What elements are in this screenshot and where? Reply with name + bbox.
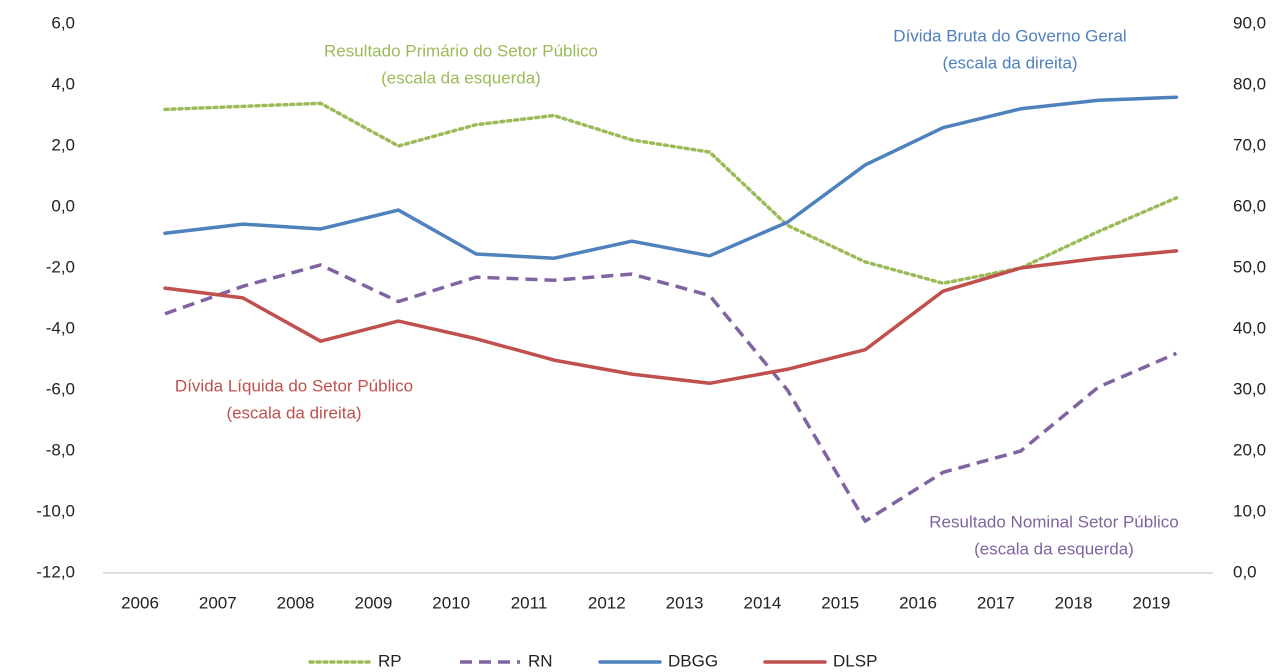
y2-tick-label: 70,0 xyxy=(1233,135,1266,154)
y2-tick-label: 40,0 xyxy=(1233,318,1266,337)
legend-label: DBGG xyxy=(668,651,718,670)
x-tick-label: 2019 xyxy=(1132,593,1170,612)
y2-tick-label: 30,0 xyxy=(1233,379,1266,398)
x-tick-label: 2011 xyxy=(511,593,548,612)
series-line xyxy=(163,249,1179,386)
y2-tick-label: 80,0 xyxy=(1233,74,1266,93)
y-tick-label: -12,0 xyxy=(36,562,75,581)
y-tick-label: 4,0 xyxy=(51,74,75,93)
series-line xyxy=(163,95,1179,260)
annotation: (escala da direita) xyxy=(942,53,1077,72)
x-tick-label: 2016 xyxy=(899,593,937,612)
annotation: Resultado Nominal Setor Público xyxy=(929,512,1178,531)
annotation: (escala da esquerda) xyxy=(381,68,541,87)
y2-tick-label: 50,0 xyxy=(1233,257,1266,276)
x-tick-label: 2008 xyxy=(277,593,315,612)
series-line xyxy=(164,263,1178,523)
annotation: (escala da esquerda) xyxy=(974,539,1134,558)
x-tick-label: 2009 xyxy=(354,593,392,612)
y-tick-label: 6,0 xyxy=(51,13,75,32)
y2-tick-label: 20,0 xyxy=(1233,440,1266,459)
legend-label: RP xyxy=(378,651,402,670)
x-tick-label: 2012 xyxy=(588,593,626,612)
annotation: Dívida Líquida do Setor Público xyxy=(175,376,413,395)
y-tick-label: -10,0 xyxy=(36,501,75,520)
x-tick-label: 2015 xyxy=(821,593,859,612)
x-tick-label: 2018 xyxy=(1055,593,1093,612)
x-tick-label: 2014 xyxy=(743,593,781,612)
annotation: Dívida Bruta do Governo Geral xyxy=(893,26,1126,45)
y-tick-label: 0,0 xyxy=(51,196,75,215)
y2-tick-label: 90,0 xyxy=(1233,13,1266,32)
y2-tick-label: 60,0 xyxy=(1233,196,1266,215)
y-tick-label: 2,0 xyxy=(51,135,75,154)
y-tick-label: -4,0 xyxy=(46,318,75,337)
series-line xyxy=(163,101,1179,285)
x-tick-label: 2013 xyxy=(666,593,704,612)
y2-tick-label: 10,0 xyxy=(1233,501,1266,520)
legend-label: DLSP xyxy=(833,651,877,670)
x-tick-label: 2007 xyxy=(199,593,237,612)
y-tick-label: -2,0 xyxy=(46,257,75,276)
legend-label: RN xyxy=(528,651,553,670)
y-tick-label: -8,0 xyxy=(46,440,75,459)
y-tick-label: -6,0 xyxy=(46,379,75,398)
x-tick-label: 2006 xyxy=(121,593,159,612)
x-tick-label: 2010 xyxy=(432,593,470,612)
annotation: (escala da direita) xyxy=(226,403,361,422)
annotation: Resultado Primário do Setor Público xyxy=(324,41,598,60)
y2-tick-label: 0,0 xyxy=(1233,562,1257,581)
x-tick-label: 2017 xyxy=(977,593,1015,612)
